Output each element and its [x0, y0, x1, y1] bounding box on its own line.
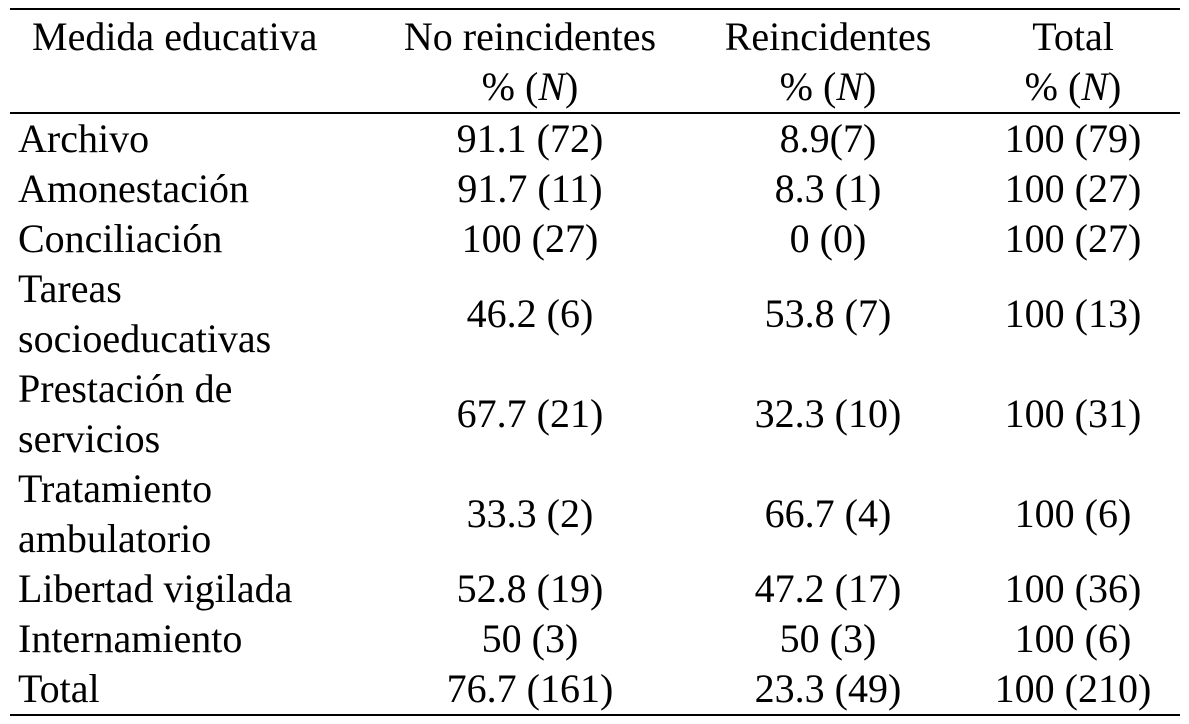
table-cell: 8.9(7) — [779, 116, 877, 161]
header-unit: % ( — [1024, 64, 1082, 109]
header-unit: N — [1081, 64, 1108, 109]
table-row: Total 76.7 (161) 23.3 (49) 100 (210) — [10, 664, 1180, 715]
results-table: Medida educativa No reincidentes% (N) Rein… — [10, 8, 1180, 716]
header-unit: ) — [565, 64, 579, 109]
header-cell: Total % (N) — [966, 9, 1180, 114]
header-cell: Medida educativa — [10, 9, 370, 114]
table-cell: 100 (36) — [1004, 566, 1142, 611]
table-cell: 91.1 (72) — [456, 116, 604, 161]
table-cell: 67.7 (21) — [456, 391, 604, 436]
table-cell: 23.3 (49) — [754, 666, 902, 711]
header-unit: ) — [1108, 64, 1122, 109]
row-label: Tratamiento ambulatorio — [18, 466, 213, 561]
table-row: Internamiento 50 (3) 50 (3) 100 (6) — [10, 614, 1180, 664]
row-label: Total — [18, 666, 100, 711]
header-cell: No reincidentes % (N) — [370, 9, 690, 114]
table-cell: 50 (3) — [481, 616, 579, 661]
row-label: Archivo — [18, 116, 150, 161]
header-title: No reincidentes — [403, 14, 657, 59]
row-label: Conciliación — [18, 216, 223, 261]
table-cell: 50 (3) — [779, 616, 877, 661]
table-cell: 66.7 (4) — [764, 491, 892, 536]
table-row: Tareas socioeducativas 46.2 (6) 53.8 (7) 10… — [10, 264, 1180, 364]
table-cell: 100 (31) — [1004, 391, 1142, 436]
row-label: Internamiento — [18, 616, 243, 661]
table-cell: 100 (13) — [1004, 291, 1142, 336]
header-unit: % ( — [481, 64, 539, 109]
table-row: Archivo 91.1 (72) 8.9(7) 100 (79) — [10, 113, 1180, 164]
table-cell: 8.3 (1) — [774, 166, 882, 211]
table-cell: 100 (210) — [994, 666, 1152, 711]
table-cell: 91.7 (11) — [457, 166, 603, 211]
header-title: Reincidentes — [724, 14, 932, 59]
table-cell: 32.3 (10) — [754, 391, 902, 436]
table-cell: 100 (27) — [1004, 216, 1142, 261]
table-row: Libertad vigilada 52.8 (19) 47.2 (17) 100 (… — [10, 564, 1180, 614]
table-cell: 53.8 (7) — [764, 291, 892, 336]
header-title: Total — [1032, 14, 1114, 59]
table-cell: 76.7 (161) — [446, 666, 614, 711]
table-row: Amonestación 91.7 (11) 8.3 (1) 100 (27) — [10, 164, 1180, 214]
table-cell: 100 (79) — [1004, 116, 1142, 161]
table-row: Conciliación 100 (27) 0 (0) 100 (27) — [10, 214, 1180, 264]
header-title: Medida educativa — [32, 14, 318, 59]
table-cell: 100 (6) — [1014, 491, 1132, 536]
row-label: Tareas socioeducativas — [18, 266, 272, 361]
header-row: Medida educativa No reincidentes% (N) Rein… — [10, 9, 1180, 114]
header-unit: ) — [863, 64, 877, 109]
table-cell: 47.2 (17) — [754, 566, 902, 611]
row-label: Libertad vigilada — [18, 566, 293, 611]
table-cell: 33.3 (2) — [466, 491, 594, 536]
header-unit: N — [538, 64, 565, 109]
table-cell: 0 (0) — [789, 216, 867, 261]
header-unit: N — [836, 64, 863, 109]
table-cell: 100 (6) — [1014, 616, 1132, 661]
row-label: Prestación de servicios — [18, 366, 233, 461]
table-cell: 100 (27) — [461, 216, 599, 261]
table-cell: 46.2 (6) — [466, 291, 594, 336]
table-row: Tratamiento ambulatorio 33.3 (2) 66.7 (4) 1… — [10, 464, 1180, 564]
table-cell: 52.8 (19) — [456, 566, 604, 611]
table-cell: 100 (27) — [1004, 166, 1142, 211]
header-unit: % ( — [779, 64, 837, 109]
header-cell: Reincidentes % (N) — [690, 9, 966, 114]
table-body: Archivo 91.1 (72) 8.9(7) 100 (79) Amonestaci… — [10, 113, 1180, 715]
table-row: Prestación de servicios 67.7 (21) 32.3 (10… — [10, 364, 1180, 464]
row-label: Amonestación — [18, 166, 250, 211]
